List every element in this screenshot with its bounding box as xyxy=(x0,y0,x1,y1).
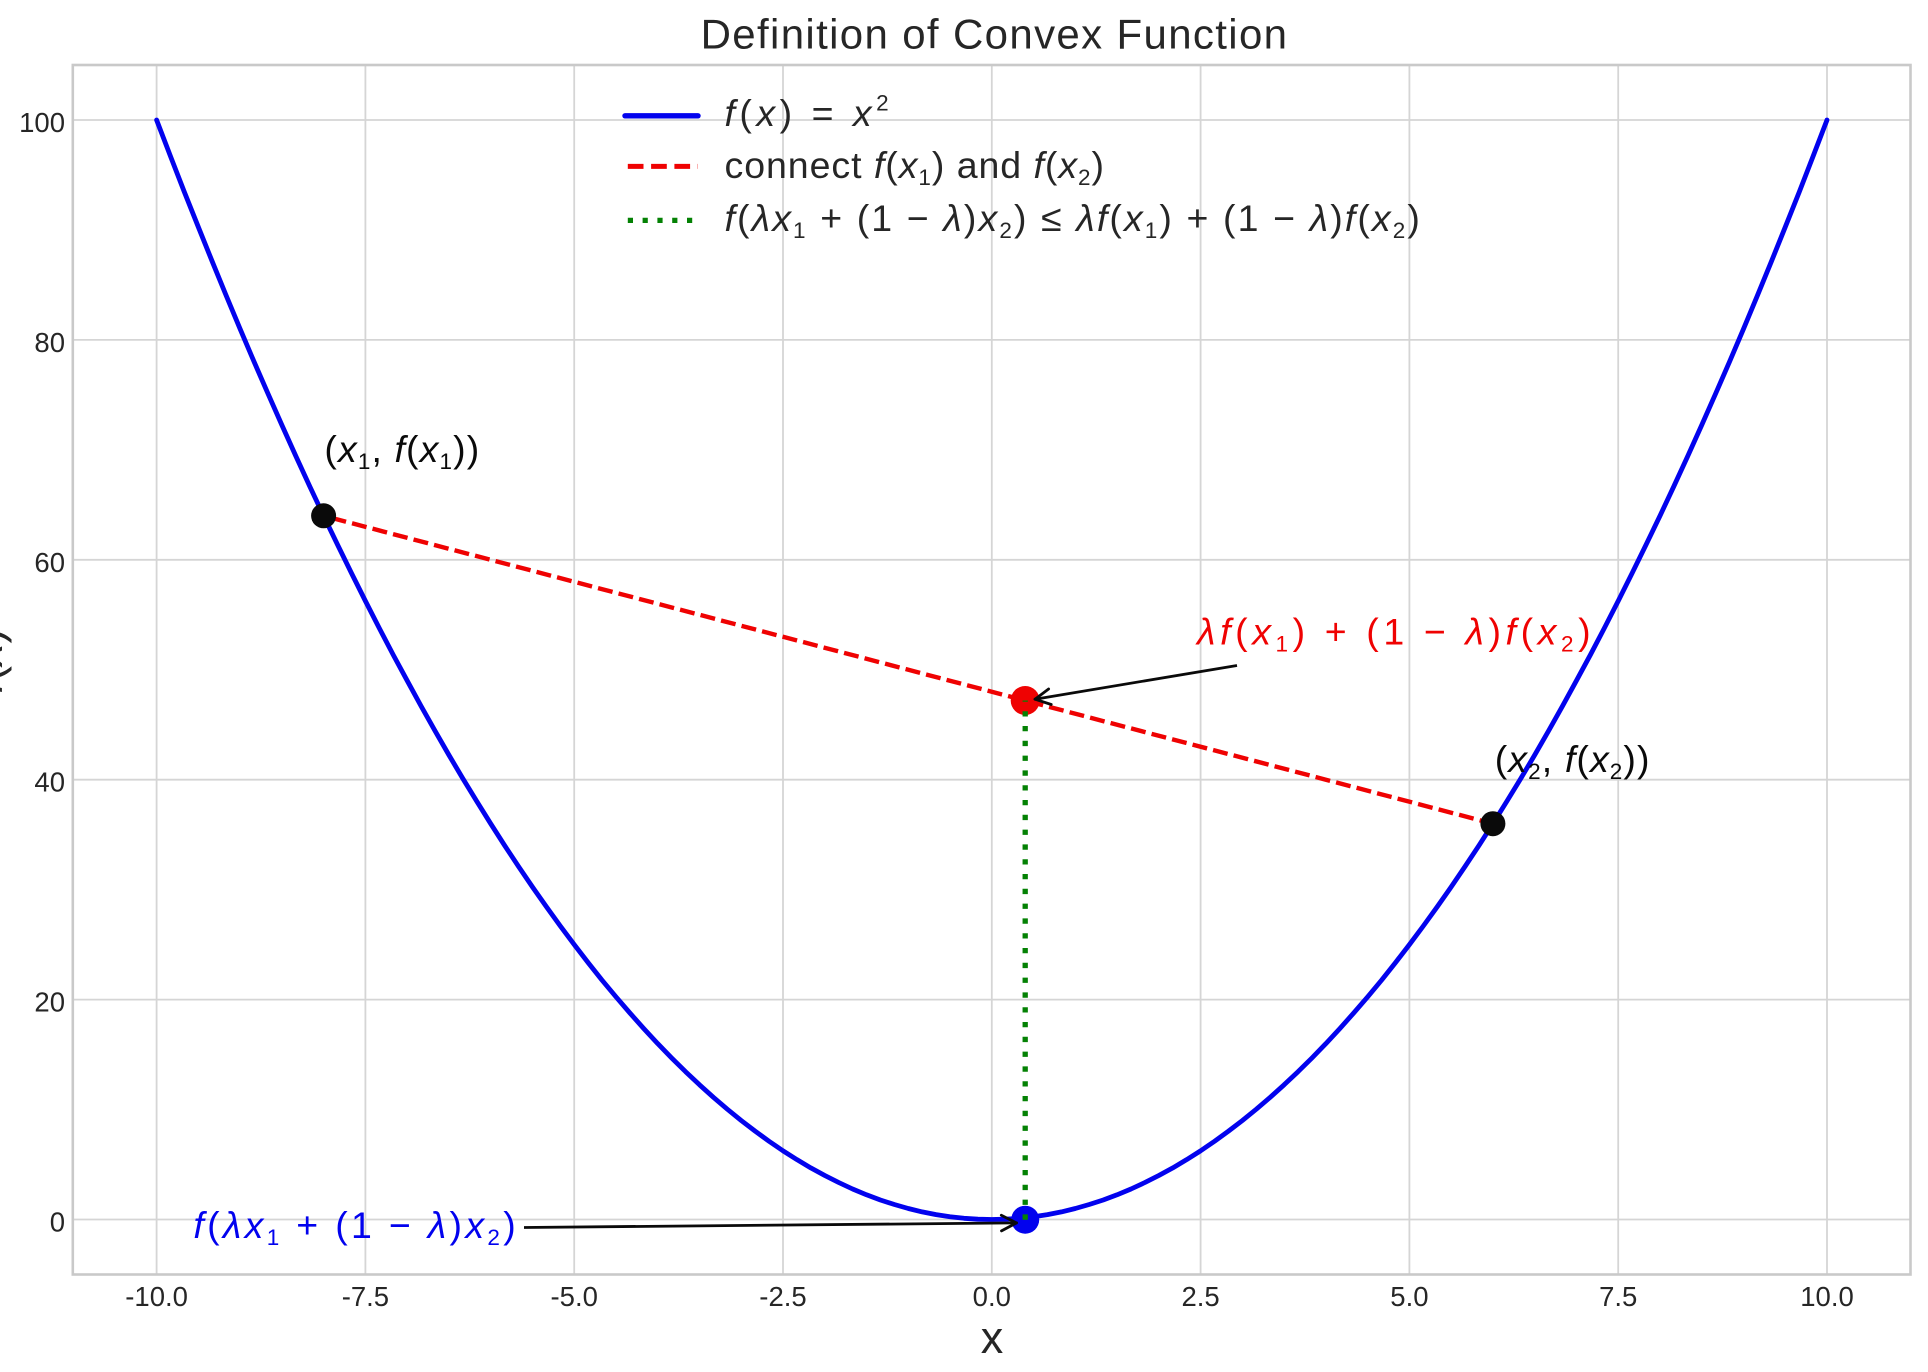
svg-text:40: 40 xyxy=(34,767,65,798)
svg-text:10.0: 10.0 xyxy=(1800,1281,1854,1312)
svg-text:2.5: 2.5 xyxy=(1181,1281,1219,1312)
svg-text:-10.0: -10.0 xyxy=(125,1281,188,1312)
svg-text:(x2, f(x2)): (x2, f(x2)) xyxy=(1495,738,1651,784)
svg-text:f(x) = x2: f(x) = x2 xyxy=(725,91,894,135)
svg-text:7.5: 7.5 xyxy=(1599,1281,1637,1312)
svg-text:80: 80 xyxy=(34,327,65,358)
svg-text:connect f(x1) and f(x2): connect f(x1) and f(x2) xyxy=(725,144,1105,190)
svg-text:100: 100 xyxy=(19,107,65,138)
svg-text:0.0: 0.0 xyxy=(973,1281,1011,1312)
svg-text:-7.5: -7.5 xyxy=(342,1281,389,1312)
svg-text:f(x): f(x) xyxy=(0,628,12,693)
svg-text:x: x xyxy=(981,1312,1004,1363)
svg-text:-2.5: -2.5 xyxy=(759,1281,806,1312)
svg-text:Definition of Convex Function: Definition of Convex Function xyxy=(701,11,1289,58)
svg-text:-5.0: -5.0 xyxy=(551,1281,598,1312)
svg-text:60: 60 xyxy=(34,547,65,578)
svg-text:(x1, f(x1)): (x1, f(x1)) xyxy=(324,428,480,474)
svg-text:f(λx1 + (1 − λ)x2) ≤ λf(x1) +: f(λx1 + (1 − λ)x2) ≤ λf(x1) + (1 − λ)f(x… xyxy=(725,197,1423,243)
svg-text:λf(x1) + (1 − λ)f(x2): λf(x1) + (1 − λ)f(x2) xyxy=(1195,611,1595,657)
svg-text:20: 20 xyxy=(34,987,65,1018)
svg-text:0: 0 xyxy=(50,1207,65,1238)
svg-text:5.0: 5.0 xyxy=(1390,1281,1428,1312)
svg-text:f(λx1 + (1 − λ)x2): f(λx1 + (1 − λ)x2) xyxy=(193,1204,519,1250)
